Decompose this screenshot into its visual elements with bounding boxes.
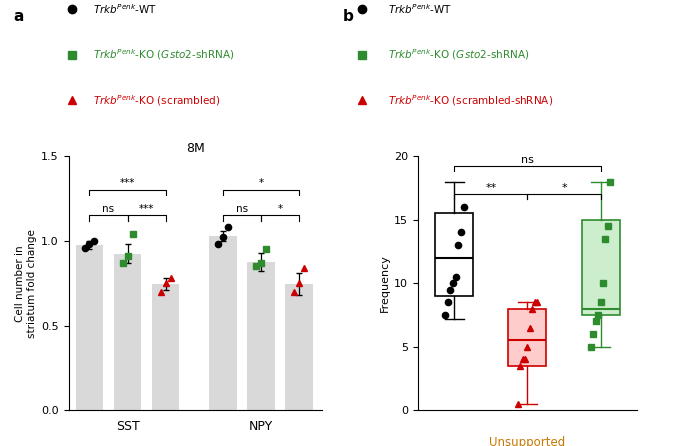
Text: $\it{Trkb}^{\it{Penk}}$-KO ($\it{Gsto2}$-shRNA): $\it{Trkb}^{\it{Penk}}$-KO ($\it{Gsto2}$… [93,47,234,62]
Text: *: * [258,178,264,188]
Y-axis label: Cell number in
striatum fold change: Cell number in striatum fold change [15,229,37,338]
Text: $\it{Trkb}^{\it{Penk}}$-KO ($\it{Gsto2}$-shRNA): $\it{Trkb}^{\it{Penk}}$-KO ($\it{Gsto2}$… [388,47,530,62]
Text: $\it{Trkb}^{\it{Penk}}$-WT: $\it{Trkb}^{\it{Penk}}$-WT [93,2,157,16]
Text: **: ** [485,183,497,193]
Text: ***: *** [139,204,154,214]
Text: ***: *** [120,178,135,188]
Bar [114,253,141,410]
PathPatch shape [508,309,547,366]
Text: ns: ns [521,155,534,165]
PathPatch shape [436,213,473,296]
Bar [76,245,103,410]
Bar [286,284,313,410]
Text: b: b [342,9,353,24]
Text: *: * [561,183,566,193]
Text: Unsupported
rearing: Unsupported rearing [489,436,566,446]
Text: $\it{Trkb}^{\it{Penk}}$-KO (scrambled-shRNA): $\it{Trkb}^{\it{Penk}}$-KO (scrambled-sh… [388,93,553,107]
Y-axis label: Frequency: Frequency [380,254,390,312]
Bar [152,284,179,410]
Bar [209,236,236,410]
PathPatch shape [582,220,619,315]
Text: $\it{Trkb}^{\it{Penk}}$-KO (scrambled): $\it{Trkb}^{\it{Penk}}$-KO (scrambled) [93,93,221,107]
Text: a: a [14,9,24,24]
Title: 8M: 8M [186,142,205,155]
Text: $\it{Trkb}^{\it{Penk}}$-WT: $\it{Trkb}^{\it{Penk}}$-WT [388,2,452,16]
Text: ns: ns [103,204,114,214]
Text: ns: ns [236,204,248,214]
Bar [247,262,275,410]
Text: *: * [277,204,283,214]
